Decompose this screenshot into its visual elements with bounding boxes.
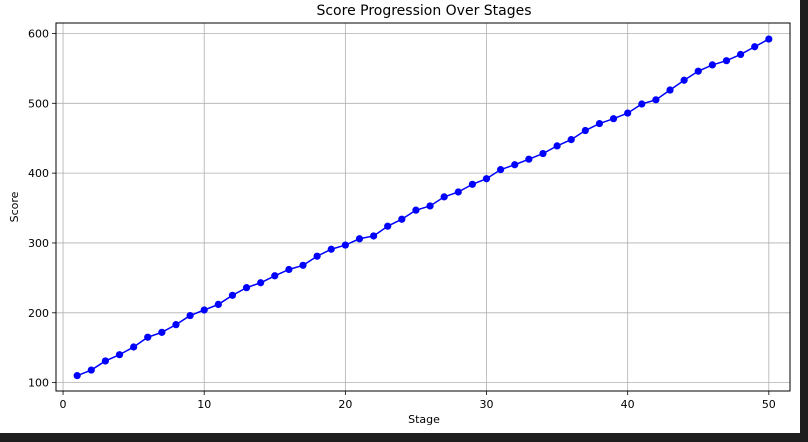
x-tick-label: 30 — [480, 398, 494, 411]
x-axis-label: Stage — [408, 413, 440, 426]
data-point — [341, 241, 349, 249]
data-point — [144, 333, 152, 341]
line-chart: 0 10 20 30 40 50 100 200 300 400 500 600 Score Prog… — [8, 3, 791, 426]
data-point — [440, 193, 448, 201]
data-point — [73, 372, 81, 380]
data-point — [624, 109, 632, 117]
data-point — [271, 272, 279, 280]
data-point — [609, 115, 618, 123]
x-tick-label: 20 — [338, 398, 352, 411]
y-tick-label: 200 — [28, 307, 49, 320]
data-point — [384, 222, 392, 230]
data-point — [172, 321, 180, 329]
data-point — [369, 232, 378, 240]
data-point — [511, 161, 519, 169]
data-point — [497, 166, 505, 174]
data-point — [666, 86, 674, 94]
data-point — [313, 252, 321, 260]
data-point — [694, 67, 702, 75]
x-tick-label: 40 — [621, 398, 635, 411]
data-point — [581, 126, 589, 135]
data-point — [101, 357, 110, 365]
data-point — [214, 300, 222, 309]
data-point — [115, 351, 124, 359]
data-point — [200, 306, 208, 314]
data-point — [539, 149, 547, 158]
x-tick-label: 0 — [60, 398, 67, 411]
data-point — [355, 235, 364, 243]
ticks: 0 10 20 30 40 50 100 200 300 400 500 600 — [28, 27, 776, 411]
data-point — [186, 311, 194, 320]
data-point — [228, 291, 237, 299]
data-point — [327, 245, 335, 253]
data-point — [257, 279, 265, 287]
data-point — [525, 155, 533, 163]
x-tick-label: 50 — [762, 398, 776, 411]
data-point — [468, 180, 477, 188]
data-point — [652, 96, 660, 104]
data-point — [765, 35, 773, 43]
x-tick-label: 10 — [197, 398, 211, 411]
data-point — [158, 328, 166, 336]
data-point — [567, 136, 575, 144]
data-point — [426, 202, 434, 210]
y-tick-label: 100 — [28, 377, 49, 390]
data-point — [751, 43, 759, 51]
data-point — [482, 175, 491, 183]
y-tick-label: 600 — [28, 27, 49, 40]
y-tick-label: 400 — [28, 167, 49, 180]
data-point — [680, 76, 688, 84]
data-point — [722, 57, 731, 65]
y-tick-label: 300 — [28, 237, 49, 250]
plot-frame — [55, 22, 791, 392]
data-point — [553, 142, 561, 150]
y-axis-label: Score — [8, 191, 21, 222]
data-point — [595, 119, 604, 128]
data-point — [454, 188, 462, 196]
grid — [56, 23, 790, 391]
data-point — [708, 61, 716, 69]
chart-figure: 0 10 20 30 40 50 100 200 300 400 500 600 Score Prog… — [0, 0, 800, 433]
data-point — [398, 215, 406, 223]
data-point — [638, 100, 646, 108]
chart-title: Score Progression Over Stages — [316, 3, 531, 19]
y-tick-label: 500 — [28, 97, 49, 110]
data-point — [412, 206, 420, 214]
data-point — [736, 50, 745, 59]
series-score — [73, 35, 773, 380]
data-point — [242, 284, 251, 292]
data-point — [130, 343, 138, 351]
data-point — [299, 261, 307, 269]
data-point — [285, 265, 293, 274]
data-point — [87, 366, 95, 374]
